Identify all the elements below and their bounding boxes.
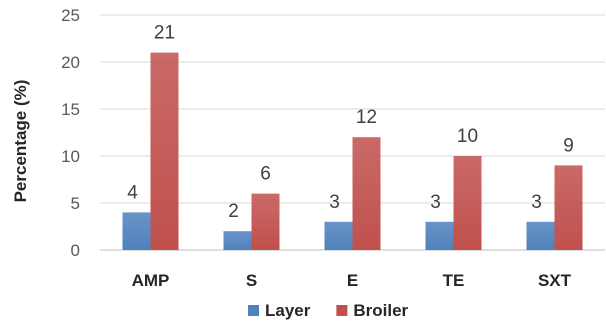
x-tick-label-amp: AMP (132, 271, 170, 290)
data-label-broiler-amp: 21 (154, 23, 175, 44)
x-tick-label-te: TE (443, 271, 465, 290)
y-axis-ticks: 0 5 10 15 20 25 (61, 6, 80, 260)
x-tick-label-s: S (246, 271, 257, 290)
data-label-broiler-te: 10 (457, 126, 478, 147)
data-label-broiler-s: 6 (260, 164, 271, 185)
data-label-layer-s: 2 (228, 201, 239, 222)
bar-layer-sxt (526, 221, 555, 250)
data-label-layer-e: 3 (329, 192, 340, 213)
bar-layer-e (324, 221, 353, 250)
legend-label-broiler: Broiler (353, 301, 408, 320)
bar-layer-amp (122, 212, 151, 250)
bar-broiler-amp (150, 52, 179, 250)
x-tick-label-sxt: SXT (538, 271, 572, 290)
data-label-layer-te: 3 (430, 192, 441, 213)
bar-broiler-sxt (554, 165, 583, 250)
y-tick-label-0: 0 (71, 241, 80, 260)
y-tick-label-10: 10 (61, 147, 80, 166)
legend: Layer Broiler (248, 301, 409, 320)
data-labels: 4 21 26 3 12 3 10 3 9 (127, 23, 574, 223)
y-tick-label-5: 5 (71, 194, 80, 213)
bar-broiler-s (251, 193, 280, 250)
x-tick-label-e: E (347, 271, 358, 290)
legend-swatch-layer (248, 305, 259, 316)
y-tick-label-25: 25 (61, 6, 80, 25)
bar-layer-s (223, 231, 252, 250)
x-axis-categories: AMP S E TE SXT (132, 271, 572, 290)
legend-swatch-broiler (336, 305, 348, 316)
y-axis-title: Percentage (%) (11, 80, 30, 203)
y-tick-label-20: 20 (61, 53, 80, 72)
legend-label-layer: Layer (265, 301, 311, 320)
data-label-broiler-sxt: 9 (563, 135, 574, 156)
data-label-broiler-e: 12 (356, 107, 377, 128)
y-tick-label-15: 15 (61, 100, 80, 119)
bar-broiler-e (352, 137, 381, 250)
bars (122, 52, 583, 250)
data-label-layer-sxt: 3 (531, 192, 542, 213)
bar-broiler-te (453, 156, 482, 250)
bar-layer-te (425, 221, 454, 250)
data-label-layer-amp: 4 (127, 182, 138, 203)
